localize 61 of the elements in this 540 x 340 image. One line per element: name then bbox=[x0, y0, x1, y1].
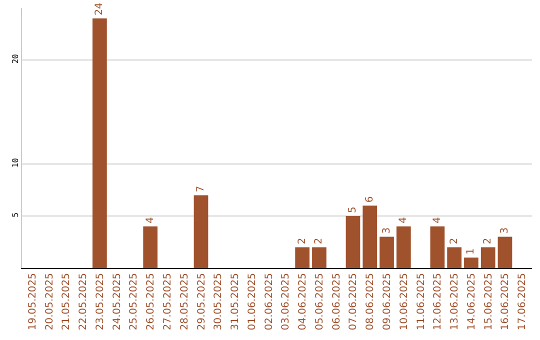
bar bbox=[396, 226, 411, 268]
x-tick-label: 12.06.2025 bbox=[432, 273, 444, 330]
bar bbox=[480, 247, 496, 268]
x-tick-label: 31.05.2025 bbox=[230, 273, 242, 330]
x-tick-label: 08.06.2025 bbox=[365, 273, 376, 330]
data-label: 4 bbox=[398, 217, 410, 224]
x-tick-label: 05.06.2025 bbox=[314, 273, 326, 330]
bar bbox=[380, 236, 394, 268]
bar bbox=[143, 226, 158, 268]
data-label: 3 bbox=[381, 227, 392, 234]
x-tick-label: 14.06.2025 bbox=[466, 273, 478, 330]
y-tick-label: 20 bbox=[10, 54, 20, 64]
x-tick-label: 17.06.2025 bbox=[517, 273, 528, 330]
x-tick-label: 11.06.2025 bbox=[416, 273, 427, 330]
data-label: 2 bbox=[482, 238, 494, 244]
x-tick-label: 09.06.2025 bbox=[382, 273, 394, 330]
bar bbox=[447, 247, 462, 268]
y-tick-label: 10 bbox=[10, 158, 20, 168]
bar bbox=[92, 18, 107, 268]
bar bbox=[312, 247, 326, 268]
x-tick-label: 13.06.2025 bbox=[450, 273, 461, 330]
bar bbox=[464, 258, 478, 268]
data-label: 6 bbox=[364, 196, 376, 203]
data-label: 4 bbox=[144, 217, 156, 224]
x-tick-label: 28.05.2025 bbox=[179, 273, 190, 330]
data-label: 2 bbox=[296, 238, 308, 244]
x-tick-label: 24.05.2025 bbox=[112, 273, 123, 330]
data-label: 2 bbox=[314, 238, 325, 244]
bar bbox=[362, 206, 378, 268]
x-tick-label: 06.06.2025 bbox=[331, 273, 342, 330]
bar bbox=[346, 216, 360, 268]
x-tick-label: 03.06.2025 bbox=[280, 273, 292, 330]
bar bbox=[430, 226, 445, 268]
x-tick-label: 26.05.2025 bbox=[146, 273, 157, 330]
x-tick-label: 10.06.2025 bbox=[398, 273, 410, 330]
x-tick-label: 27.05.2025 bbox=[162, 273, 174, 330]
x-tick-label: 19.05.2025 bbox=[27, 273, 38, 330]
x-tick-label: 21.05.2025 bbox=[61, 273, 72, 330]
x-tick-label: 07.06.2025 bbox=[348, 273, 360, 330]
x-tick-label: 30.05.2025 bbox=[213, 273, 224, 330]
data-label: 3 bbox=[499, 227, 510, 234]
data-label: 7 bbox=[196, 186, 207, 192]
bar bbox=[194, 195, 208, 268]
data-label: 24 bbox=[94, 2, 106, 16]
x-tick-label: 01.06.2025 bbox=[246, 273, 258, 330]
x-tick-label: 22.05.2025 bbox=[78, 273, 90, 330]
y-tick-label: 5 bbox=[10, 212, 20, 218]
bar bbox=[295, 247, 310, 268]
data-label: 4 bbox=[432, 217, 443, 224]
x-tick-label: 23.05.2025 bbox=[94, 273, 106, 330]
x-tick-label: 04.06.2025 bbox=[298, 273, 309, 330]
data-label: 5 bbox=[347, 206, 358, 213]
bar bbox=[498, 236, 512, 268]
x-tick-label: 29.05.2025 bbox=[196, 273, 208, 330]
x-tick-label: 20.05.2025 bbox=[44, 273, 56, 330]
x-tick-label: 15.06.2025 bbox=[483, 273, 494, 330]
data-label: 2 bbox=[448, 238, 460, 244]
x-tick-label: 02.06.2025 bbox=[264, 273, 275, 330]
x-tick-label: 25.05.2025 bbox=[128, 273, 140, 330]
x-tick-label: 16.06.2025 bbox=[500, 273, 512, 330]
data-label: 1 bbox=[466, 248, 477, 255]
